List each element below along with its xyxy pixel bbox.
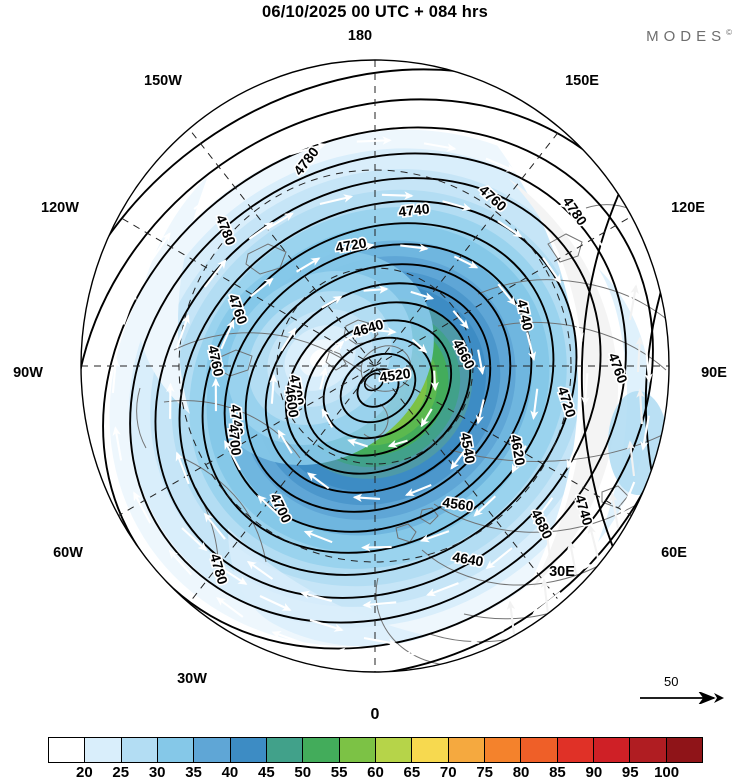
colorbar-cell (412, 738, 449, 762)
colorbar-cell (303, 738, 340, 762)
colorbar-tick: 60 (367, 764, 384, 781)
svg-text:4740: 4740 (227, 404, 246, 437)
colorbar-tick: 20 (76, 764, 93, 781)
contour-label: 4520 (377, 363, 413, 386)
colorbar-cell (121, 738, 158, 762)
colorbar-tick: 70 (439, 764, 457, 781)
colorbar-cell (157, 738, 195, 762)
colorbar-cell (85, 738, 122, 762)
polar-map: 4780 4760 4740 4780 4720 4780 4760 4740 4640 4760… (13, 28, 727, 687)
modes-logo: MODES© (646, 28, 732, 45)
colorbar-cell (230, 738, 267, 762)
colorbar-cell (593, 738, 631, 762)
colorbar-tick: 80 (512, 764, 530, 781)
graticule-label-lon-60W: 60W (53, 545, 83, 561)
svg-text:4560: 4560 (441, 494, 474, 514)
colorbar-cell (49, 738, 86, 762)
graticule-label-lon-90E: 90E (701, 365, 727, 381)
svg-text:4780: 4780 (609, 619, 636, 654)
colorbar-cell (484, 738, 522, 762)
contour-label: 4560 (440, 492, 476, 515)
contour-label: 4700 (224, 422, 246, 458)
contour-label: 4740 (396, 199, 432, 221)
colorbar-tick: 40 (221, 764, 239, 781)
reference-vector-arrow-icon (640, 692, 724, 704)
colorbar-tick: 45 (257, 764, 275, 781)
colorbar-cell (194, 738, 231, 762)
colorbar (48, 737, 703, 763)
svg-text:4520: 4520 (378, 365, 411, 385)
colorbar-tick: 100 (654, 764, 680, 781)
contour-label: 4600 (280, 384, 303, 420)
colorbar-cell (630, 738, 667, 762)
graticule-label-lon-90W: 90W (13, 365, 43, 381)
colorbar-cell (339, 738, 376, 762)
graticule-label-lon-180: 180 (347, 28, 373, 44)
contour-label: 4740 (226, 402, 248, 438)
globe-outline (80, 59, 670, 673)
colorbar-cell (557, 738, 594, 762)
graticule-label-lon-30E: 30E (549, 564, 575, 580)
graticule-label-lon-150E: 150E (565, 73, 599, 89)
copyright-mark: © (726, 28, 732, 37)
colorbar-tick: 55 (330, 764, 348, 781)
contour-label: 4780 (608, 617, 639, 655)
colorbar-cell (448, 738, 485, 762)
colorbar-tick: 65 (403, 764, 421, 781)
reference-vector: 50 (640, 674, 732, 710)
modes-logo-text: MODES (646, 28, 727, 45)
graticule-label-lon-120E: 120E (671, 200, 705, 216)
colorbar-tick: 35 (185, 764, 202, 781)
graticule-label-lon-30W: 30W (177, 671, 207, 687)
colorbar-tick: 85 (549, 764, 566, 781)
graticule-label-lon-150W: 150W (144, 73, 182, 89)
svg-text:4740: 4740 (398, 200, 431, 219)
colorbar-tick: 95 (621, 764, 639, 781)
lon-0-bottom-label: 0 (370, 706, 380, 723)
graticule-label-lon-60E: 60E (661, 545, 687, 561)
colorbar-tick-labels: 20 25 30 35 40 45 50 55 60 65 70 75 80 85 90 95 100 (48, 764, 703, 784)
colorbar-tick: 75 (476, 764, 493, 781)
colorbar-cell (266, 738, 304, 762)
reference-vector-label: 50 (664, 674, 679, 689)
contour-label: 4760 (498, 643, 534, 666)
page-title: 06/10/2025 00 UTC + 084 hrs (261, 3, 488, 21)
colorbar-tick: 90 (585, 764, 603, 781)
colorbar-tick: 25 (112, 764, 130, 781)
svg-text:4700: 4700 (225, 424, 244, 457)
svg-text:4600: 4600 (282, 385, 302, 418)
colorbar-cell (666, 738, 702, 762)
colorbar-tick: 50 (294, 764, 312, 781)
colorbar-cell (521, 738, 558, 762)
graticule-label-lon-120W: 120W (41, 200, 79, 216)
colorbar-tick: 30 (148, 764, 166, 781)
colorbar-cell (375, 738, 413, 762)
graticule (81, 60, 669, 672)
svg-text:4760: 4760 (499, 645, 532, 665)
